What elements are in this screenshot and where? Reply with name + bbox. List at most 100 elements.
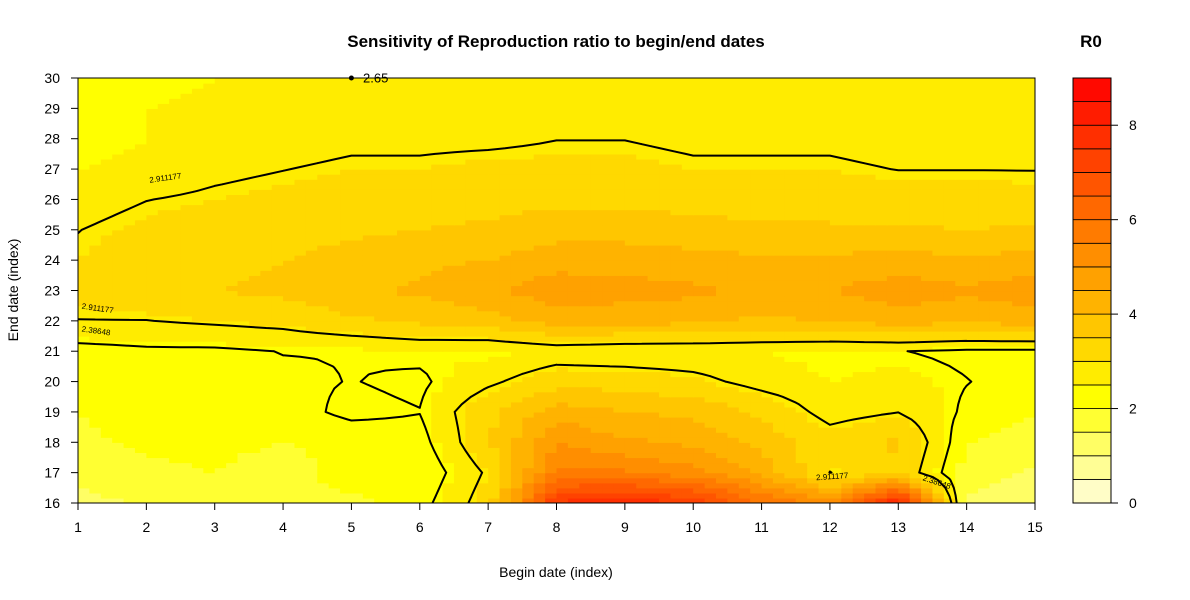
heatmap-cell xyxy=(157,492,170,499)
heatmap-cell xyxy=(659,260,672,266)
heatmap-cell xyxy=(772,255,785,261)
heatmap-cell xyxy=(567,305,580,312)
heatmap-cell xyxy=(146,229,159,236)
heatmap-cell xyxy=(818,300,831,307)
heatmap-cell xyxy=(112,437,125,443)
heatmap-cell xyxy=(533,320,546,327)
heatmap-cell xyxy=(716,305,728,312)
heatmap-cell xyxy=(909,366,922,373)
heatmap-cell xyxy=(328,427,341,433)
heatmap-cell xyxy=(214,482,227,489)
heatmap-cell xyxy=(556,452,569,459)
heatmap-cell xyxy=(602,427,615,433)
heatmap-cell xyxy=(522,422,535,428)
heatmap-cell xyxy=(852,275,865,281)
heatmap-cell xyxy=(716,467,728,474)
heatmap-cell xyxy=(169,320,182,327)
heatmap-cell xyxy=(362,310,375,317)
heatmap-cell xyxy=(886,386,899,393)
heatmap-cell xyxy=(864,381,877,388)
heatmap-cell xyxy=(78,285,90,292)
heatmap-cell xyxy=(841,462,854,469)
heatmap-cell xyxy=(522,497,535,503)
heatmap-cell xyxy=(795,239,808,246)
heatmap-cell xyxy=(636,477,649,484)
heatmap-cell xyxy=(966,336,979,342)
heatmap-cell xyxy=(442,477,455,484)
heatmap-cell xyxy=(453,482,466,489)
heatmap-cell xyxy=(419,391,432,398)
heatmap-cell xyxy=(488,467,501,474)
heatmap-cell xyxy=(727,255,740,261)
heatmap-cell xyxy=(453,255,466,261)
heatmap-cell xyxy=(738,396,751,403)
heatmap-cell xyxy=(112,310,125,317)
heatmap-cell xyxy=(351,300,364,307)
heatmap-cell xyxy=(214,437,227,443)
heatmap-cell xyxy=(499,209,512,216)
heatmap-cell xyxy=(317,275,330,281)
heatmap-cell xyxy=(624,427,637,433)
heatmap-cell xyxy=(602,310,615,317)
heatmap-cell xyxy=(328,406,341,413)
heatmap-cell xyxy=(943,234,956,241)
heatmap-cell xyxy=(590,224,603,231)
heatmap-cell xyxy=(716,432,728,438)
heatmap-cell xyxy=(886,280,899,287)
heatmap-cell xyxy=(784,492,797,499)
heatmap-cell xyxy=(590,452,603,459)
heatmap-cell xyxy=(317,366,330,373)
heatmap-cell xyxy=(271,457,284,464)
heatmap-cell xyxy=(157,396,170,403)
heatmap-cell xyxy=(978,295,991,302)
heatmap-cell xyxy=(453,270,466,276)
heatmap-cell xyxy=(681,361,694,367)
heatmap-cell xyxy=(1012,244,1025,251)
heatmap-cell xyxy=(978,462,991,469)
heatmap-cell xyxy=(772,467,785,474)
heatmap-cell xyxy=(328,325,341,332)
heatmap-cell xyxy=(761,427,774,433)
heatmap-cell xyxy=(533,457,546,464)
heatmap-cell xyxy=(203,366,216,373)
heatmap-cell xyxy=(237,416,250,423)
heatmap-cell xyxy=(761,462,774,469)
heatmap-cell xyxy=(818,422,831,428)
heatmap-cell xyxy=(510,290,523,297)
heatmap-cell xyxy=(78,310,90,317)
heatmap-cell xyxy=(237,315,250,322)
heatmap-cell xyxy=(465,422,478,428)
heatmap-cell xyxy=(955,310,968,317)
heatmap-cell xyxy=(397,401,409,408)
heatmap-cell xyxy=(340,219,353,226)
heatmap-cell xyxy=(157,325,170,332)
heatmap-cell xyxy=(431,447,444,454)
heatmap-cell xyxy=(294,381,307,388)
heatmap-cell xyxy=(647,497,660,503)
heatmap-cell xyxy=(636,371,649,378)
heatmap-cell xyxy=(602,234,615,241)
heatmap-cell xyxy=(545,305,558,312)
heatmap-cell xyxy=(738,406,751,413)
heatmap-cell xyxy=(795,305,808,312)
heatmap-cell xyxy=(784,467,797,474)
heatmap-cell xyxy=(510,260,523,266)
heatmap-cell xyxy=(636,467,649,474)
heatmap-cell xyxy=(317,406,330,413)
heatmap-cell xyxy=(841,305,854,312)
heatmap-cell xyxy=(260,422,273,428)
heatmap-cell xyxy=(100,325,113,332)
heatmap-cell xyxy=(989,244,1002,251)
heatmap-cell xyxy=(579,457,592,464)
heatmap-cell xyxy=(978,305,991,312)
heatmap-cell xyxy=(1023,336,1035,342)
heatmap-cell xyxy=(385,396,398,403)
heatmap-cell xyxy=(716,487,728,494)
heatmap-cell xyxy=(419,199,432,206)
heatmap-cell xyxy=(761,396,774,403)
heatmap-cell xyxy=(602,452,615,459)
heatmap-cell xyxy=(545,290,558,297)
heatmap-cell xyxy=(419,224,432,231)
heatmap-cell xyxy=(488,457,501,464)
heatmap-cell xyxy=(784,224,797,231)
